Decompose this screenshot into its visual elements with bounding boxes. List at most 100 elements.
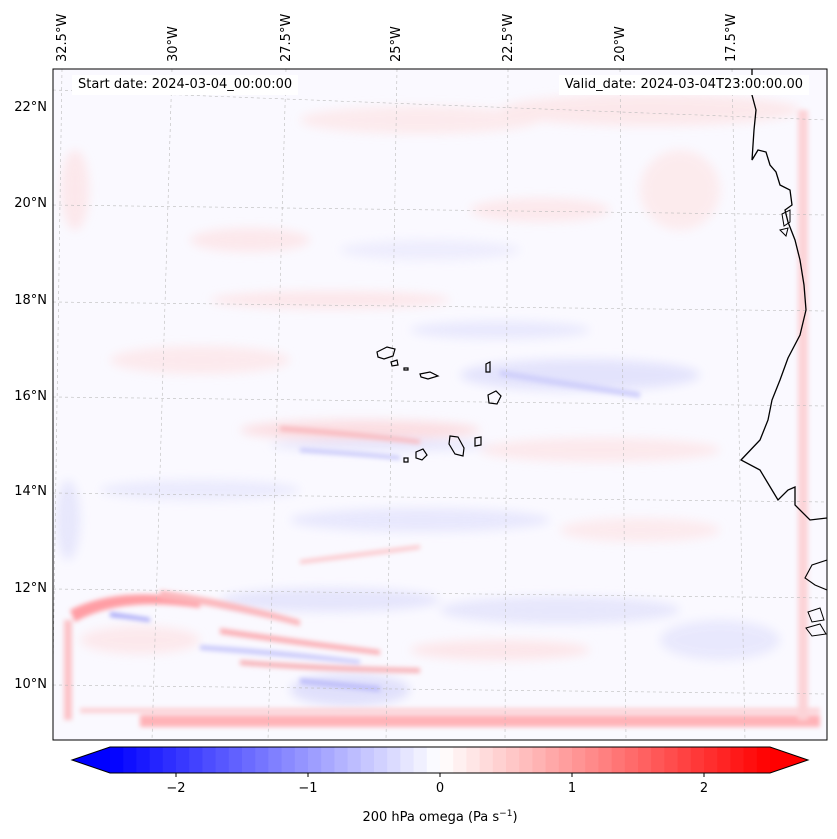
west-africa-coastline — [739, 69, 827, 521]
colorbar-cell — [334, 747, 348, 773]
colorbar-cell — [690, 747, 705, 773]
colorbar-cell — [506, 747, 520, 773]
colorbar-tick-label: 2 — [700, 781, 708, 796]
colorbar-cell — [453, 747, 467, 773]
lon-label: 27.5°W — [279, 14, 294, 62]
colorbar-cell — [717, 747, 731, 773]
colorbar-cell — [176, 747, 190, 773]
lat-label: 14°N — [14, 484, 47, 499]
colorbar-cell — [756, 747, 771, 773]
colorbar-cell — [189, 747, 203, 773]
colorbar-cell — [294, 747, 309, 773]
start-date-annotation: Start date: 2024-03-04_00:00:00 — [72, 75, 299, 95]
colorbar-cell — [149, 747, 164, 773]
colorbar-cell — [440, 747, 454, 773]
colorbar-tick-label: −1 — [298, 781, 317, 796]
colorbar-cell — [492, 747, 507, 773]
colorbar-cell — [400, 747, 414, 773]
lat-label: 18°N — [14, 293, 47, 308]
map-frame — [52, 68, 828, 741]
island-maio — [474, 436, 482, 447]
colorbar-cell — [242, 747, 256, 773]
colorbar-cell — [479, 747, 494, 773]
colorbar-extend-min — [72, 747, 110, 773]
colorbar-cell — [347, 747, 362, 773]
colorbar-cell — [387, 747, 401, 773]
colorbar-cell — [638, 747, 652, 773]
colorbar-cell — [624, 747, 639, 773]
colorbar-cell — [545, 747, 560, 773]
colorbar-outline — [70, 746, 810, 774]
coast-island — [805, 607, 827, 637]
colorbar-cell — [519, 747, 533, 773]
omega-field-fine — [64, 110, 820, 727]
map-panel — [53, 69, 827, 740]
lon-label: 25°W — [389, 26, 404, 62]
lon-label: 32.5°W — [55, 14, 70, 62]
lon-label: 22.5°W — [501, 14, 516, 62]
lon-label: 17.5°W — [724, 14, 739, 62]
colorbar-cell — [558, 747, 573, 773]
guinea-coastline — [804, 559, 827, 591]
latitude-labels: 22°N 20°N 18°N 16°N 14°N 12°N 10°N — [14, 100, 47, 692]
omega-field — [56, 94, 800, 706]
lat-label: 20°N — [14, 196, 47, 211]
colorbar-cell — [426, 747, 441, 773]
colorbar-cell — [598, 747, 612, 773]
island-boa-vista — [487, 390, 502, 405]
island-santiago — [448, 435, 465, 457]
colorbar-cell — [255, 747, 269, 773]
island-brava — [403, 457, 409, 463]
island-santo-antao — [376, 346, 396, 360]
graticule — [53, 69, 827, 740]
colorbar-cell — [162, 747, 177, 773]
colorbar-cell — [281, 747, 296, 773]
colorbar-tick-label: 1 — [568, 781, 576, 796]
colorbar-cell — [730, 747, 744, 773]
colorbar-cell — [202, 747, 216, 773]
lon-label: 20°W — [613, 26, 628, 62]
valid-date-annotation: Valid_date: 2024-03-04T23:00:00.00 — [558, 75, 809, 95]
colorbar-cell — [572, 747, 586, 773]
colorbar-ticks: −2 −1 0 1 2 — [166, 773, 708, 796]
colorbar-tick-label: −2 — [166, 781, 185, 796]
coast-island-north — [779, 209, 791, 237]
colorbar-cell — [215, 747, 230, 773]
colorbar-cell — [532, 747, 546, 773]
colorbar-cell — [611, 747, 626, 773]
longitude-labels: 32.5°W 30°W 27.5°W 25°W 22.5°W 20°W 17.5… — [55, 14, 739, 62]
colorbar-cell — [651, 747, 665, 773]
colorbar-cell — [743, 747, 758, 773]
lat-label: 10°N — [14, 677, 47, 692]
colorbar-label: 200 hPa omega (Pa s−1) — [362, 809, 517, 825]
colorbar: −2 −1 0 1 2 200 hPa omega (Pa s−1) — [70, 746, 810, 825]
lat-label: 22°N — [14, 100, 47, 115]
colorbar-cell — [228, 747, 243, 773]
colorbar-tick-label: 0 — [436, 781, 444, 796]
island-sal — [485, 361, 491, 373]
colorbar-cells — [72, 747, 808, 773]
colorbar-cell — [110, 747, 124, 773]
colorbar-cell — [585, 747, 599, 773]
colorbar-cell — [360, 747, 375, 773]
colorbar-cell — [136, 747, 150, 773]
lat-label: 12°N — [14, 581, 47, 596]
colorbar-cell — [321, 747, 335, 773]
colorbar-cell — [677, 747, 692, 773]
lat-label: 16°N — [14, 389, 47, 404]
island-santa-luzia — [403, 367, 409, 371]
island-fogo — [415, 448, 428, 461]
island-sao-nicolau — [419, 371, 440, 380]
lon-label: 30°W — [166, 26, 181, 62]
colorbar-cell — [268, 747, 282, 773]
colorbar-cell — [466, 747, 480, 773]
colorbar-cell — [664, 747, 678, 773]
colorbar-cell — [374, 747, 388, 773]
colorbar-cell — [413, 747, 428, 773]
colorbar-cell — [123, 747, 137, 773]
cape-verde-islands — [376, 346, 502, 463]
colorbar-cell — [308, 747, 322, 773]
colorbar-extend-max — [770, 747, 808, 773]
colorbar-cell — [704, 747, 718, 773]
